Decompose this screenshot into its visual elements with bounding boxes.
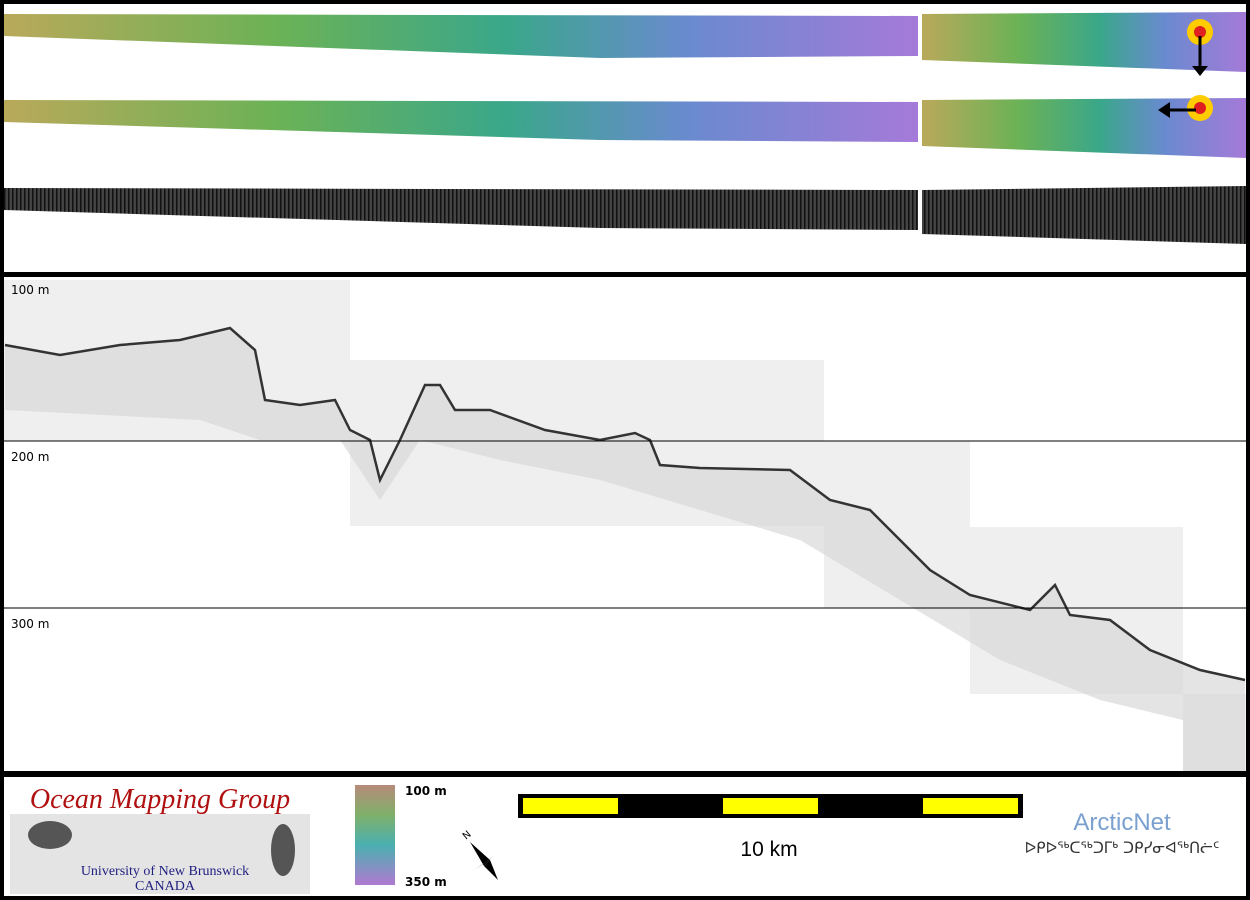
backscatter-swath	[4, 188, 918, 230]
depth-label: 100 m	[11, 283, 49, 297]
scale-label: 10 km	[740, 838, 797, 861]
colorbar	[355, 785, 395, 885]
depth-label: 300 m	[11, 617, 49, 631]
logo-ship	[28, 821, 72, 849]
colorbar-label: 100 m	[405, 784, 447, 798]
sun-icons	[1158, 19, 1213, 121]
logo-ship	[271, 824, 295, 876]
depth-label: 200 m	[11, 450, 49, 464]
logo-country: CANADA	[135, 879, 196, 894]
scale-bar-segment	[723, 798, 818, 814]
logo-university: University of New Brunswick	[81, 864, 249, 879]
partner-inuktitut: ᐅᑭᐅᖅᑕᖅᑐᒥᒃ ᑐᑭᓯᓂᐊᖅᑎᓖᑦ	[1025, 839, 1220, 857]
backscatter-swath-b	[922, 186, 1246, 244]
swath-1	[4, 14, 918, 58]
seafloor-line	[4, 326, 1246, 682]
scale-bar-segment	[523, 798, 618, 814]
sediment-fill	[5, 328, 1245, 771]
swath-1b	[922, 12, 1246, 72]
scale-bar-segment	[923, 798, 1018, 814]
swath-2	[4, 100, 918, 142]
colorbar-label: 350 m	[405, 875, 447, 889]
logo-title: Ocean Mapping Group	[30, 784, 290, 815]
partner-name: ArcticNet	[1073, 809, 1171, 836]
